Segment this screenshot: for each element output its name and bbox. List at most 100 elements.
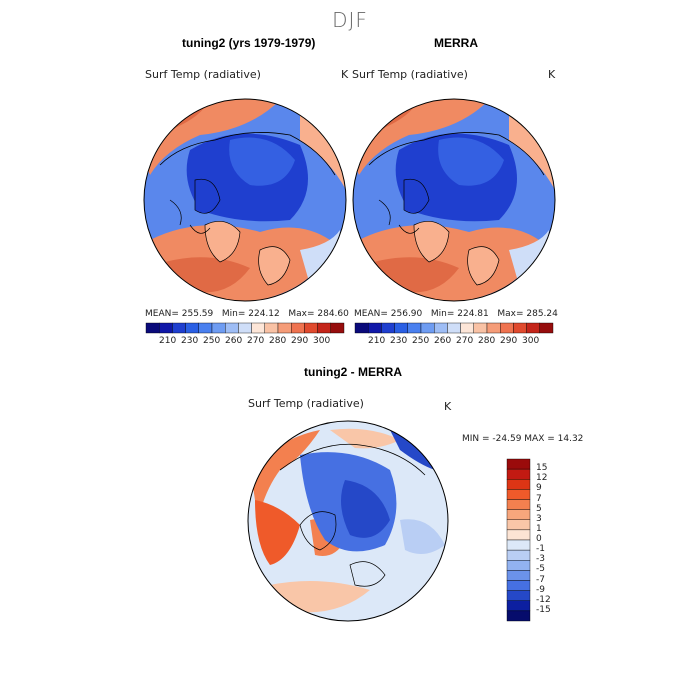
diff-colorbar-swatch xyxy=(506,580,531,591)
panel1-pale-region xyxy=(300,230,340,285)
panel2-coastline-scandinavia xyxy=(467,246,500,286)
panel2-min-label: Min= xyxy=(430,309,455,319)
panel1-max-value: 284.60 xyxy=(317,309,349,319)
panel1-colorbar-swatch xyxy=(211,322,226,334)
panel1-colorbar-swatch xyxy=(198,322,213,334)
panel2-variable-label: Surf Temp (radiative) xyxy=(352,68,468,81)
panel1-colorbar-swatch xyxy=(224,322,239,334)
season-title: DJF xyxy=(332,8,368,32)
difference-polar-map xyxy=(247,420,449,622)
diff-colorbar-swatch xyxy=(506,529,531,541)
panel1-colorbar-swatch xyxy=(304,322,318,334)
diff-colorbar-swatch xyxy=(506,610,531,622)
panel1-warm-region-atlantic-east xyxy=(300,105,346,190)
panel1-colorbar-swatch xyxy=(251,322,266,334)
diff-colorbar-swatch xyxy=(506,549,531,561)
panel2-colorbar-tick-label: 210 xyxy=(368,336,386,346)
panel2-colorbar-swatch xyxy=(460,322,475,334)
panel2-colorbar-tick-label: 290 xyxy=(500,336,518,346)
diff-colorbar-swatch xyxy=(506,590,531,601)
panel2-colorbar-tick-label: 260 xyxy=(434,336,452,346)
panel2-colorbar-swatch xyxy=(381,322,395,334)
panel2-colorbar-swatch xyxy=(434,322,448,334)
panel1-colorbar-swatch xyxy=(277,322,292,334)
panel1-title: tuning2 (yrs 1979-1979) xyxy=(182,36,316,50)
diff-cold-region-canada xyxy=(390,430,435,470)
diff-colorbar-swatch xyxy=(506,509,531,520)
panel2-colorbar-swatch xyxy=(473,322,488,334)
panel2-title: MERRA xyxy=(434,36,478,50)
diff-colorbar-tick-label: -9 xyxy=(536,584,545,595)
panel1-colorbar-tick-label: 210 xyxy=(159,336,177,346)
diff-coastline-archipelago xyxy=(299,511,337,551)
panel1-colorbar-swatch xyxy=(172,322,186,334)
diff-colorbar-tick-label: 9 xyxy=(536,483,542,494)
panel2-colorbar-swatch xyxy=(447,322,461,334)
diff-colorbar-swatch xyxy=(506,479,531,490)
panel2-colorbar xyxy=(354,322,554,334)
panel2-colorbar-swatch xyxy=(500,322,514,334)
diff-cool-region-atlantic xyxy=(400,519,445,554)
diff-colorbar-tick-label: 12 xyxy=(536,473,548,484)
panel1-colorbar xyxy=(145,322,345,334)
panel1-coastline-scandinavia xyxy=(258,246,291,286)
panel2-colorbar-swatch xyxy=(526,322,540,334)
panel1-colorbar-tick-label: 260 xyxy=(225,336,243,346)
diff-warm-region-pacific xyxy=(330,428,400,449)
panel2-colorbar-tick-label: 280 xyxy=(478,336,496,346)
panel1-mean-value: 255.59 xyxy=(181,309,214,319)
diff-variable-label: Surf Temp (radiative) xyxy=(248,397,364,410)
panel1-min-value: 224.12 xyxy=(248,309,280,319)
panel2-coastline-canada xyxy=(378,199,420,234)
panel2-mean-label: MEAN= xyxy=(354,309,388,319)
panel1-colorbar-swatch xyxy=(185,322,200,334)
panel2-max-label: Max= xyxy=(497,309,524,319)
panel1-colorbar-swatch xyxy=(264,322,279,334)
panel1-variable-label: Surf Temp (radiative) xyxy=(145,68,261,81)
diff-colorbar-tick-label: -7 xyxy=(536,574,545,585)
panel2-polar-map xyxy=(352,98,556,302)
panel2-cold-inner xyxy=(438,137,504,186)
diff-colorbar-tick-label: 15 xyxy=(536,463,548,474)
panel2-colorbar-swatch xyxy=(513,322,527,334)
panel2-colorbar-swatch xyxy=(407,322,422,334)
panel2-warm-region-pacific xyxy=(353,99,489,175)
panel1-map-border xyxy=(143,98,347,302)
diff-colorbar xyxy=(506,458,531,622)
panel2-pale-region xyxy=(509,230,549,285)
diff-colorbar-tick-label: -15 xyxy=(536,604,551,615)
diff-colorbar-swatch xyxy=(506,560,531,571)
panel1-units-label: K xyxy=(341,68,349,81)
panel1-max-label: Max= xyxy=(288,309,315,319)
panel1-colorbar-tick-label: 300 xyxy=(313,336,331,346)
panel1-colorbar-tick-label: 270 xyxy=(247,336,265,346)
panel1-colorbar-tick-label: 290 xyxy=(291,336,309,346)
diff-panel-title: tuning2 - MERRA xyxy=(304,365,402,379)
panel2-colorbar-swatch xyxy=(394,322,409,334)
diff-colorbar-swatch xyxy=(506,499,531,510)
diff-warm-region-alaska xyxy=(255,500,300,565)
panel1-colorbar-swatch xyxy=(145,322,160,334)
diff-cold-region-core xyxy=(341,480,390,538)
panel1-min-label: Min= xyxy=(221,309,246,319)
panel2-stats: MEAN= 256.90 Min= 224.81 Max= 285.24 xyxy=(354,309,558,319)
diff-colorbar-tick-label: -1 xyxy=(536,544,545,555)
panel2-coastline-eurasia xyxy=(368,132,545,176)
panel1-coastline-canada xyxy=(169,199,211,234)
panel2-warm-region-atlantic-east xyxy=(509,105,555,190)
panel1-coastline-eurasia xyxy=(159,132,336,176)
panel2-colorbar-swatch xyxy=(539,322,554,334)
panel1-colorbar-swatch xyxy=(317,322,332,334)
diff-colorbar-swatch xyxy=(506,570,531,581)
panel2-colorbar-tick-label: 250 xyxy=(412,336,430,346)
panel2-min-value: 224.81 xyxy=(457,309,489,319)
diff-colorbar-tick-label: 7 xyxy=(536,493,542,504)
panel1-colorbar-swatch xyxy=(238,322,252,334)
panel2-colorbar-swatch xyxy=(368,322,382,334)
panel1-colorbar-tick-label: 230 xyxy=(181,336,199,346)
panel1-polar-map xyxy=(143,98,347,302)
diff-colorbar-swatch xyxy=(506,468,531,480)
diff-colorbar-tick-label: 5 xyxy=(536,503,542,514)
panel1-colorbar-swatch xyxy=(158,322,173,334)
